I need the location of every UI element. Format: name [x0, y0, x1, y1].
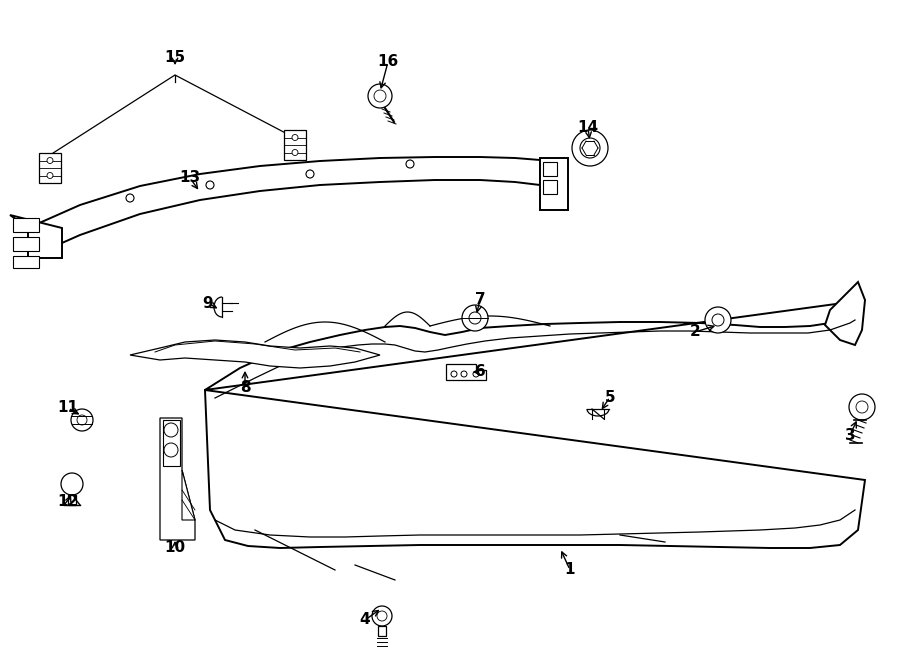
Circle shape: [712, 314, 724, 326]
Polygon shape: [10, 215, 62, 258]
Text: 2: 2: [689, 325, 700, 340]
Text: 14: 14: [578, 120, 599, 136]
Text: 9: 9: [202, 295, 213, 311]
Circle shape: [461, 371, 467, 377]
Circle shape: [292, 134, 298, 141]
Circle shape: [451, 371, 457, 377]
Circle shape: [572, 130, 608, 166]
Circle shape: [473, 371, 479, 377]
Circle shape: [469, 312, 481, 324]
Text: 6: 6: [474, 364, 485, 379]
Bar: [378, 626, 386, 636]
Circle shape: [206, 181, 214, 189]
Circle shape: [377, 611, 387, 621]
Circle shape: [47, 157, 53, 163]
Circle shape: [705, 307, 731, 333]
Bar: [543, 180, 557, 194]
Circle shape: [292, 149, 298, 155]
Circle shape: [164, 443, 178, 457]
Polygon shape: [163, 420, 180, 466]
Text: 13: 13: [179, 171, 201, 186]
Bar: [13, 256, 39, 268]
Bar: [13, 218, 39, 232]
Text: 1: 1: [565, 563, 575, 578]
Circle shape: [164, 423, 178, 437]
Polygon shape: [205, 300, 865, 548]
Polygon shape: [160, 418, 195, 540]
Circle shape: [856, 401, 868, 413]
Text: 5: 5: [605, 389, 616, 405]
Circle shape: [372, 606, 392, 626]
Polygon shape: [182, 470, 195, 520]
Polygon shape: [28, 157, 540, 258]
Polygon shape: [446, 364, 486, 380]
Text: 12: 12: [58, 494, 78, 510]
Bar: [13, 237, 39, 251]
Circle shape: [406, 160, 414, 168]
Circle shape: [849, 394, 875, 420]
Circle shape: [306, 170, 314, 178]
Bar: [284, 130, 306, 160]
Circle shape: [47, 173, 53, 178]
Polygon shape: [130, 340, 380, 368]
Circle shape: [462, 305, 488, 331]
Text: 8: 8: [239, 381, 250, 395]
Text: 11: 11: [58, 401, 78, 416]
Text: 16: 16: [377, 54, 399, 69]
Circle shape: [61, 473, 83, 495]
Bar: [540, 158, 568, 210]
Text: 15: 15: [165, 50, 185, 65]
Circle shape: [77, 415, 87, 425]
Text: 4: 4: [360, 613, 370, 627]
Polygon shape: [825, 282, 865, 345]
Bar: [543, 162, 557, 176]
Circle shape: [368, 84, 392, 108]
Text: 3: 3: [845, 428, 855, 442]
Text: 7: 7: [474, 293, 485, 307]
Circle shape: [374, 90, 386, 102]
Circle shape: [71, 409, 93, 431]
Text: 10: 10: [165, 541, 185, 555]
Circle shape: [580, 138, 600, 158]
Bar: [68, 495, 76, 505]
Bar: [39, 153, 61, 183]
Circle shape: [126, 194, 134, 202]
